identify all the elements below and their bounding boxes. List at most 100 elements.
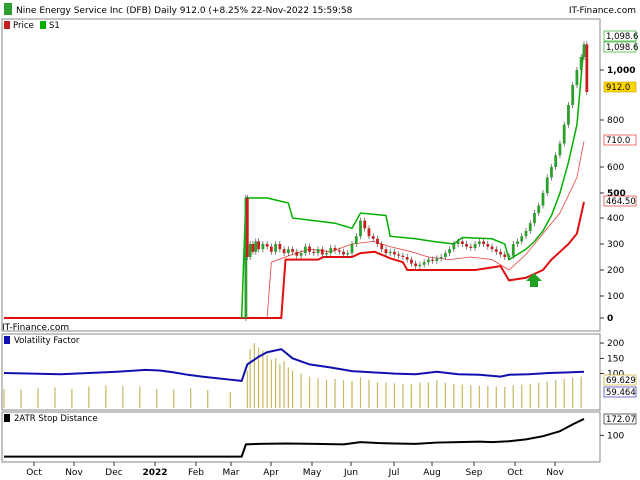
vol-y-tick-label: 100 bbox=[607, 370, 624, 380]
price-candle bbox=[380, 244, 384, 250]
price-candle bbox=[541, 193, 545, 206]
price-candle bbox=[528, 223, 532, 231]
price-candle bbox=[248, 244, 252, 257]
price-candle bbox=[520, 236, 524, 242]
price-y-tick-label: 300 bbox=[607, 240, 624, 250]
price-candle bbox=[494, 249, 498, 252]
volatility-legend: Volatility Factor bbox=[4, 336, 80, 346]
x-tick-label: May bbox=[303, 468, 322, 478]
price-badge-label: 912.0 bbox=[606, 83, 630, 93]
legend-volatility: Volatility Factor bbox=[14, 336, 80, 346]
price-legend: Price S1 bbox=[4, 21, 60, 31]
price-candle bbox=[254, 241, 258, 252]
x-tick-label: Mar bbox=[223, 468, 240, 478]
price-badge bbox=[603, 134, 637, 146]
price-candle bbox=[312, 251, 316, 254]
x-tick-label: Dec bbox=[105, 468, 122, 478]
price-y-tick-label: 600 bbox=[607, 163, 624, 173]
atr-badge-label: 172.07 bbox=[606, 415, 636, 425]
price-candle bbox=[257, 241, 261, 250]
price-candle bbox=[269, 246, 273, 252]
price-candle bbox=[337, 250, 341, 252]
price-candle bbox=[388, 251, 392, 254]
price-badge bbox=[603, 41, 637, 53]
stop-band-line bbox=[241, 141, 585, 319]
price-badge bbox=[603, 195, 637, 207]
price-candle bbox=[333, 247, 337, 251]
site-name: IT-Finance.com bbox=[569, 6, 636, 16]
legend-price: Price bbox=[13, 21, 34, 31]
legend-atr: 2ATR Stop Distance bbox=[14, 414, 98, 424]
price-candle bbox=[350, 244, 354, 254]
price-candle bbox=[422, 262, 426, 265]
legend-s1: S1 bbox=[49, 21, 60, 31]
price-candle bbox=[265, 244, 269, 247]
x-tick-label: Nov bbox=[546, 468, 564, 478]
price-y-tick-label: 0 bbox=[607, 314, 613, 324]
price-candle bbox=[316, 249, 320, 254]
price-candle bbox=[575, 70, 579, 85]
price-candle bbox=[426, 259, 430, 263]
volatility-panel bbox=[3, 343, 585, 408]
x-tick-label: Apr bbox=[263, 468, 279, 478]
price-candle bbox=[524, 231, 528, 237]
price-candle bbox=[579, 57, 583, 70]
price-candle bbox=[251, 244, 255, 252]
price-candle bbox=[537, 205, 541, 213]
price-candle bbox=[274, 244, 278, 252]
price-badge-label: 464.50 bbox=[606, 197, 636, 207]
price-badge-label: 1,098.6 bbox=[606, 43, 638, 53]
x-tick-label: Sep bbox=[466, 468, 483, 478]
x-tick-label: Nov bbox=[65, 468, 83, 478]
vol-badge-label: 59.464 bbox=[606, 388, 636, 398]
price-candle bbox=[499, 251, 502, 255]
price-candle bbox=[460, 241, 464, 244]
price-y-tick-label: 500 bbox=[607, 189, 626, 199]
logo-icon bbox=[4, 3, 12, 15]
vol-y-tick-label: 200 bbox=[607, 339, 624, 349]
price-y-tick-label: 100 bbox=[607, 292, 624, 302]
price-candle bbox=[585, 44, 589, 92]
price-candle bbox=[359, 220, 362, 237]
price-candle bbox=[486, 244, 490, 247]
axes: 0 100 200 300 400 500 600 800 1,000 1,098.61,098.… bbox=[26, 30, 638, 478]
price-candle bbox=[533, 213, 536, 224]
price-candle bbox=[582, 44, 586, 57]
price-candle bbox=[443, 253, 447, 257]
atr-y-tick-label: 100 bbox=[607, 431, 624, 441]
price-candle bbox=[554, 155, 558, 167]
volatility-line bbox=[3, 348, 585, 382]
price-candle bbox=[282, 249, 286, 254]
price-candle bbox=[291, 249, 294, 252]
x-tick-label: Jul bbox=[388, 468, 400, 478]
price-panel bbox=[4, 41, 589, 321]
price-candle bbox=[414, 263, 418, 267]
price-candle bbox=[367, 228, 371, 237]
price-candle bbox=[363, 220, 367, 229]
atr-line bbox=[4, 418, 585, 458]
price-candle bbox=[376, 238, 379, 244]
price-badge bbox=[603, 81, 637, 93]
price-candle bbox=[452, 244, 456, 250]
price-candle bbox=[325, 253, 328, 255]
price-candle bbox=[393, 251, 396, 255]
price-candle bbox=[308, 246, 311, 252]
buy-signal-arrow-icon bbox=[526, 273, 542, 287]
price-candle bbox=[503, 254, 507, 257]
x-tick-label: Jun bbox=[343, 468, 358, 478]
price-candle bbox=[371, 236, 375, 239]
price-candle bbox=[439, 257, 443, 259]
price-candle bbox=[469, 246, 473, 248]
price-candle bbox=[465, 244, 468, 247]
x-tick-label: Aug bbox=[423, 468, 441, 478]
price-candle bbox=[410, 259, 413, 264]
price-candle bbox=[448, 249, 452, 254]
price-candle bbox=[299, 253, 303, 256]
price-candle bbox=[456, 241, 460, 244]
price-y-tick-label: 1,000 bbox=[607, 66, 635, 76]
chart-title: Nine Energy Service Inc (DFB) Daily 912.… bbox=[16, 6, 353, 16]
header: Nine Energy Service Inc (DFB) Daily 912.… bbox=[0, 0, 640, 18]
vol-y-tick-label: 150 bbox=[607, 354, 624, 364]
price-candle bbox=[477, 241, 481, 244]
